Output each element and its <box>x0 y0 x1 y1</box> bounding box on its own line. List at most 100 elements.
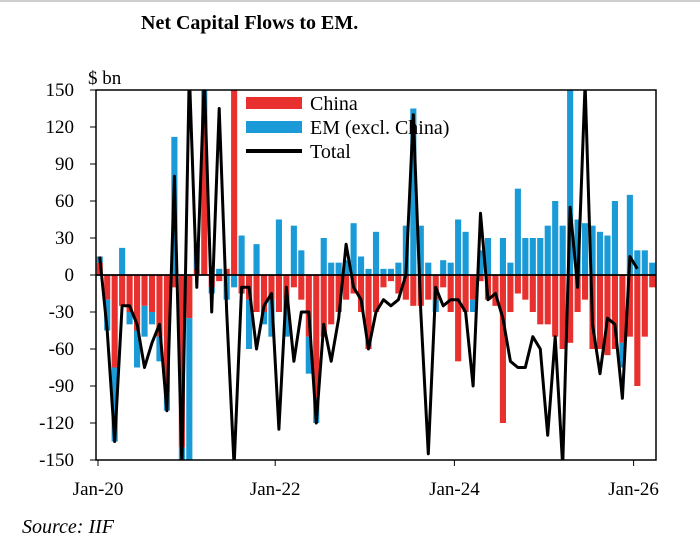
china-bar <box>574 275 581 312</box>
china-bar <box>148 275 156 312</box>
y-tick-label: 90 <box>55 154 74 175</box>
china-bar <box>126 275 133 312</box>
china-bar <box>163 275 170 393</box>
em-bar <box>537 238 544 275</box>
x-tick-label: Jan-22 <box>250 479 301 500</box>
china-bar <box>238 275 245 294</box>
em-bar <box>387 268 394 275</box>
china-bar <box>313 275 320 399</box>
y-tick-label: -90 <box>49 376 74 397</box>
china-bar <box>231 90 238 275</box>
em-bar <box>582 223 589 275</box>
em-bar <box>447 262 454 275</box>
em-bar <box>499 238 506 275</box>
china-bar <box>544 275 551 325</box>
em-bar <box>275 219 282 275</box>
em-bar <box>417 225 424 275</box>
china-bar <box>537 275 544 325</box>
em-bar <box>410 108 417 275</box>
y-axis-ticks: 150 120 90 60 30 0 -30 -60 -90 -120 -150 <box>39 80 96 471</box>
em-bar <box>634 250 641 275</box>
em-bar <box>604 235 611 275</box>
china-bar <box>104 275 111 300</box>
em-bar <box>611 201 618 275</box>
em-bar <box>216 268 223 275</box>
china-bar <box>641 275 648 337</box>
china-bar <box>268 275 275 300</box>
china-bar <box>477 275 484 282</box>
em-bar <box>246 299 253 349</box>
top-rule <box>0 0 700 2</box>
china-bar <box>492 275 499 306</box>
china-bar <box>649 275 656 288</box>
em-bar <box>126 312 133 325</box>
em-bar <box>298 250 305 275</box>
legend-label: China <box>310 93 358 115</box>
em-bar <box>231 275 238 288</box>
china-bar <box>455 275 462 362</box>
em-bar <box>589 225 596 275</box>
em-bar <box>305 336 312 374</box>
em-bar <box>141 305 148 337</box>
em-bar <box>238 235 245 275</box>
y-axis-label: $ bn <box>88 68 122 89</box>
china-bar <box>216 275 223 282</box>
em-bar <box>641 250 648 275</box>
legend-swatch <box>246 149 302 153</box>
china-bar <box>298 275 305 300</box>
china-bar <box>380 275 387 288</box>
em-bar <box>455 219 462 275</box>
x-tick-label: Jan-26 <box>608 479 659 500</box>
em-bar <box>552 201 559 275</box>
china-bar <box>201 114 208 276</box>
em-bar <box>104 299 111 331</box>
china-bar <box>604 275 611 356</box>
china-bar <box>395 275 402 294</box>
china-bar <box>559 275 566 349</box>
china-bar <box>275 275 282 312</box>
y-tick-label: 0 <box>65 265 75 286</box>
china-bar <box>440 275 447 288</box>
legend-label: EM (excl. China) <box>310 117 449 139</box>
em-bar <box>462 231 469 275</box>
em-bar <box>477 250 484 275</box>
legend-swatch <box>246 121 302 133</box>
total-series-line <box>98 90 639 460</box>
china-bar <box>470 275 477 300</box>
em-bar <box>484 238 492 275</box>
china-bar <box>111 275 118 368</box>
em-bar <box>260 312 268 325</box>
em-bar <box>440 260 447 275</box>
china-bar <box>358 275 365 312</box>
em-bar <box>470 299 477 312</box>
x-tick-label: Jan-20 <box>73 479 124 500</box>
china-bar <box>402 275 409 300</box>
em-bar <box>649 262 656 275</box>
china-bar <box>305 275 312 337</box>
source-note: Source: IIF <box>22 516 114 538</box>
em-bar <box>365 268 372 275</box>
china-bar <box>462 275 469 312</box>
em-bar <box>253 244 260 275</box>
china-bar <box>582 275 589 300</box>
em-bar <box>425 262 432 275</box>
china-bar <box>335 275 342 312</box>
em-bar <box>529 238 536 275</box>
em-bar <box>522 238 529 275</box>
em-bar <box>111 367 118 442</box>
china-bar <box>425 275 432 300</box>
y-tick-label: 60 <box>55 191 74 212</box>
em-bar <box>350 223 357 275</box>
china-bar <box>552 275 559 337</box>
china-bar <box>619 275 626 343</box>
chart-title: Net Capital Flows to EM. <box>141 12 359 34</box>
em-bar <box>559 225 566 275</box>
x-tick-label: Jan-24 <box>429 479 480 500</box>
em-bar <box>328 262 335 275</box>
y-tick-label: 150 <box>46 80 75 101</box>
china-bar <box>119 275 126 306</box>
em-bar <box>134 330 141 368</box>
china-bar <box>171 275 178 288</box>
em-bar <box>186 318 193 460</box>
